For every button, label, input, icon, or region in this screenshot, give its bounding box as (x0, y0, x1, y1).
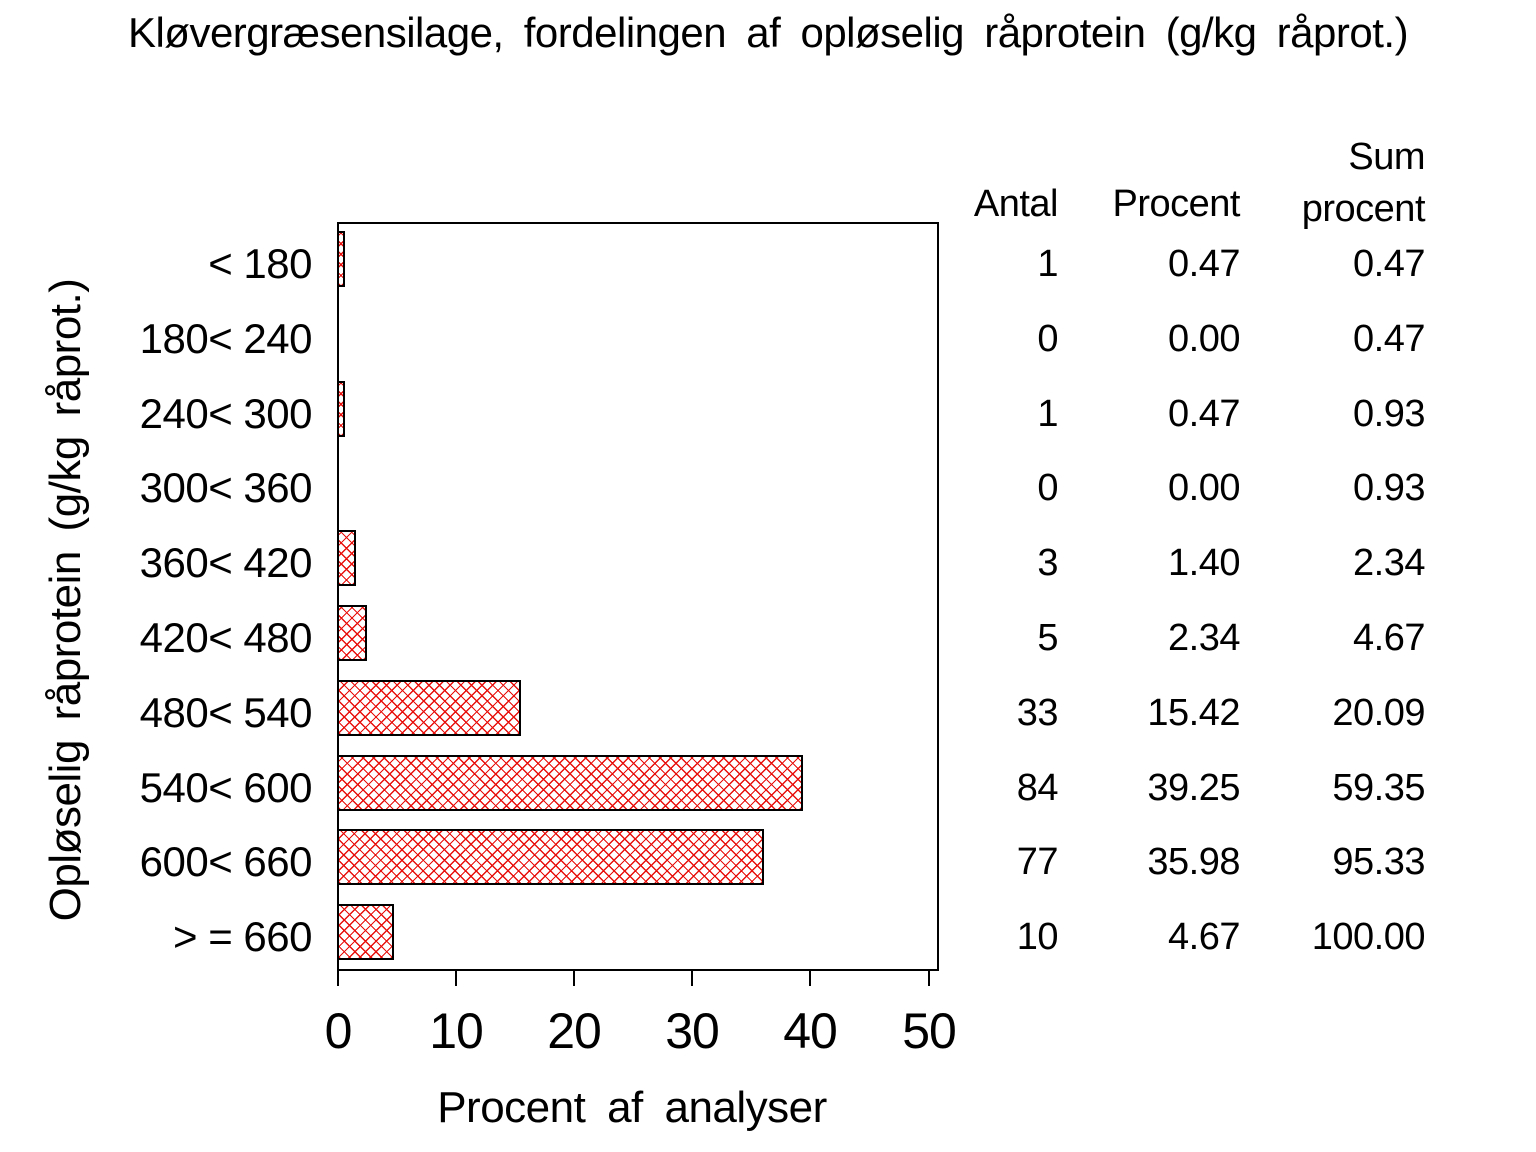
table-cell-antal: 0 (1037, 467, 1058, 509)
table-cell-procent: 39.25 (1147, 767, 1240, 809)
category-label: 600< 660 (139, 838, 313, 885)
table-cell-procent: 35.98 (1147, 841, 1240, 883)
category-label: 300< 360 (139, 464, 313, 511)
x-axis-tick-label: 50 (902, 1003, 957, 1059)
table-cell-antal: 1 (1037, 243, 1058, 285)
category-label: < 180 (208, 240, 312, 287)
table-cell-sum-procent: 100.00 (1311, 916, 1426, 958)
table-header-sum-line2: procent (1301, 188, 1426, 230)
x-axis-tick (573, 971, 575, 986)
x-axis-tick (691, 971, 693, 986)
table-cell-antal: 5 (1037, 617, 1058, 659)
category-label: > = 660 (173, 913, 312, 960)
category-label: 180< 240 (139, 315, 313, 362)
x-axis-tick-label: 40 (783, 1003, 838, 1059)
x-axis-tick (455, 971, 457, 986)
table-cell-antal: 1 (1037, 393, 1058, 435)
table-cell-sum-procent: 95.33 (1332, 841, 1425, 883)
x-axis-tick (337, 971, 339, 986)
table-cell-sum-procent: 0.93 (1353, 393, 1425, 435)
table-cell-sum-procent: 0.47 (1353, 318, 1425, 360)
bar (337, 904, 394, 960)
table-cell-procent: 15.42 (1147, 692, 1240, 734)
table-cell-antal: 77 (1016, 841, 1059, 883)
x-axis-tick-label: 30 (665, 1003, 720, 1059)
table-cell-procent: 1.40 (1168, 542, 1240, 584)
table-cell-procent: 0.47 (1168, 243, 1240, 285)
table-cell-antal: 10 (1016, 916, 1059, 958)
bar (337, 829, 764, 885)
table-cell-procent: 0.00 (1168, 467, 1240, 509)
x-axis-tick (809, 971, 811, 986)
category-label: 240< 300 (139, 390, 313, 437)
table-cell-sum-procent: 4.67 (1353, 617, 1425, 659)
table-cell-sum-procent: 2.34 (1353, 542, 1425, 584)
table-cell-sum-procent: 20.09 (1332, 692, 1425, 734)
table-cell-sum-procent: 0.47 (1353, 243, 1425, 285)
table-cell-procent: 0.47 (1168, 393, 1240, 435)
bar (337, 605, 367, 661)
table-cell-procent: 4.67 (1168, 916, 1240, 958)
x-axis-tick-label: 20 (547, 1003, 602, 1059)
category-label: 480< 540 (139, 689, 313, 736)
table-header-procent: Procent (1112, 183, 1241, 225)
bar (337, 530, 356, 586)
bar (337, 231, 345, 287)
bar (337, 680, 521, 736)
table-cell-procent: 0.00 (1168, 318, 1240, 360)
table-header-sum-line1: Sum (1348, 136, 1425, 178)
x-axis-tick (928, 971, 930, 986)
x-axis-tick-label: 0 (324, 1003, 353, 1059)
bar (337, 755, 803, 811)
table-cell-sum-procent: 59.35 (1332, 767, 1425, 809)
table-cell-antal: 3 (1037, 542, 1058, 584)
table-cell-antal: 0 (1037, 318, 1058, 360)
x-axis-tick-label: 10 (429, 1003, 484, 1059)
category-label: 360< 420 (139, 539, 313, 586)
x-axis-title: Procent af analyser (437, 1083, 827, 1132)
table-cell-sum-procent: 0.93 (1353, 467, 1425, 509)
table-cell-antal: 33 (1016, 692, 1059, 734)
table-header-sum-procent: Sum procent (1301, 131, 1426, 235)
table-header-antal: Antal (973, 183, 1059, 225)
table-cell-antal: 84 (1016, 767, 1059, 809)
category-label: 540< 600 (139, 764, 313, 811)
bar (337, 381, 345, 437)
table-cell-procent: 2.34 (1168, 617, 1240, 659)
category-label: 420< 480 (139, 614, 313, 661)
chart-title: Kløvergræsensilage, fordelingen af opløs… (127, 9, 1409, 56)
